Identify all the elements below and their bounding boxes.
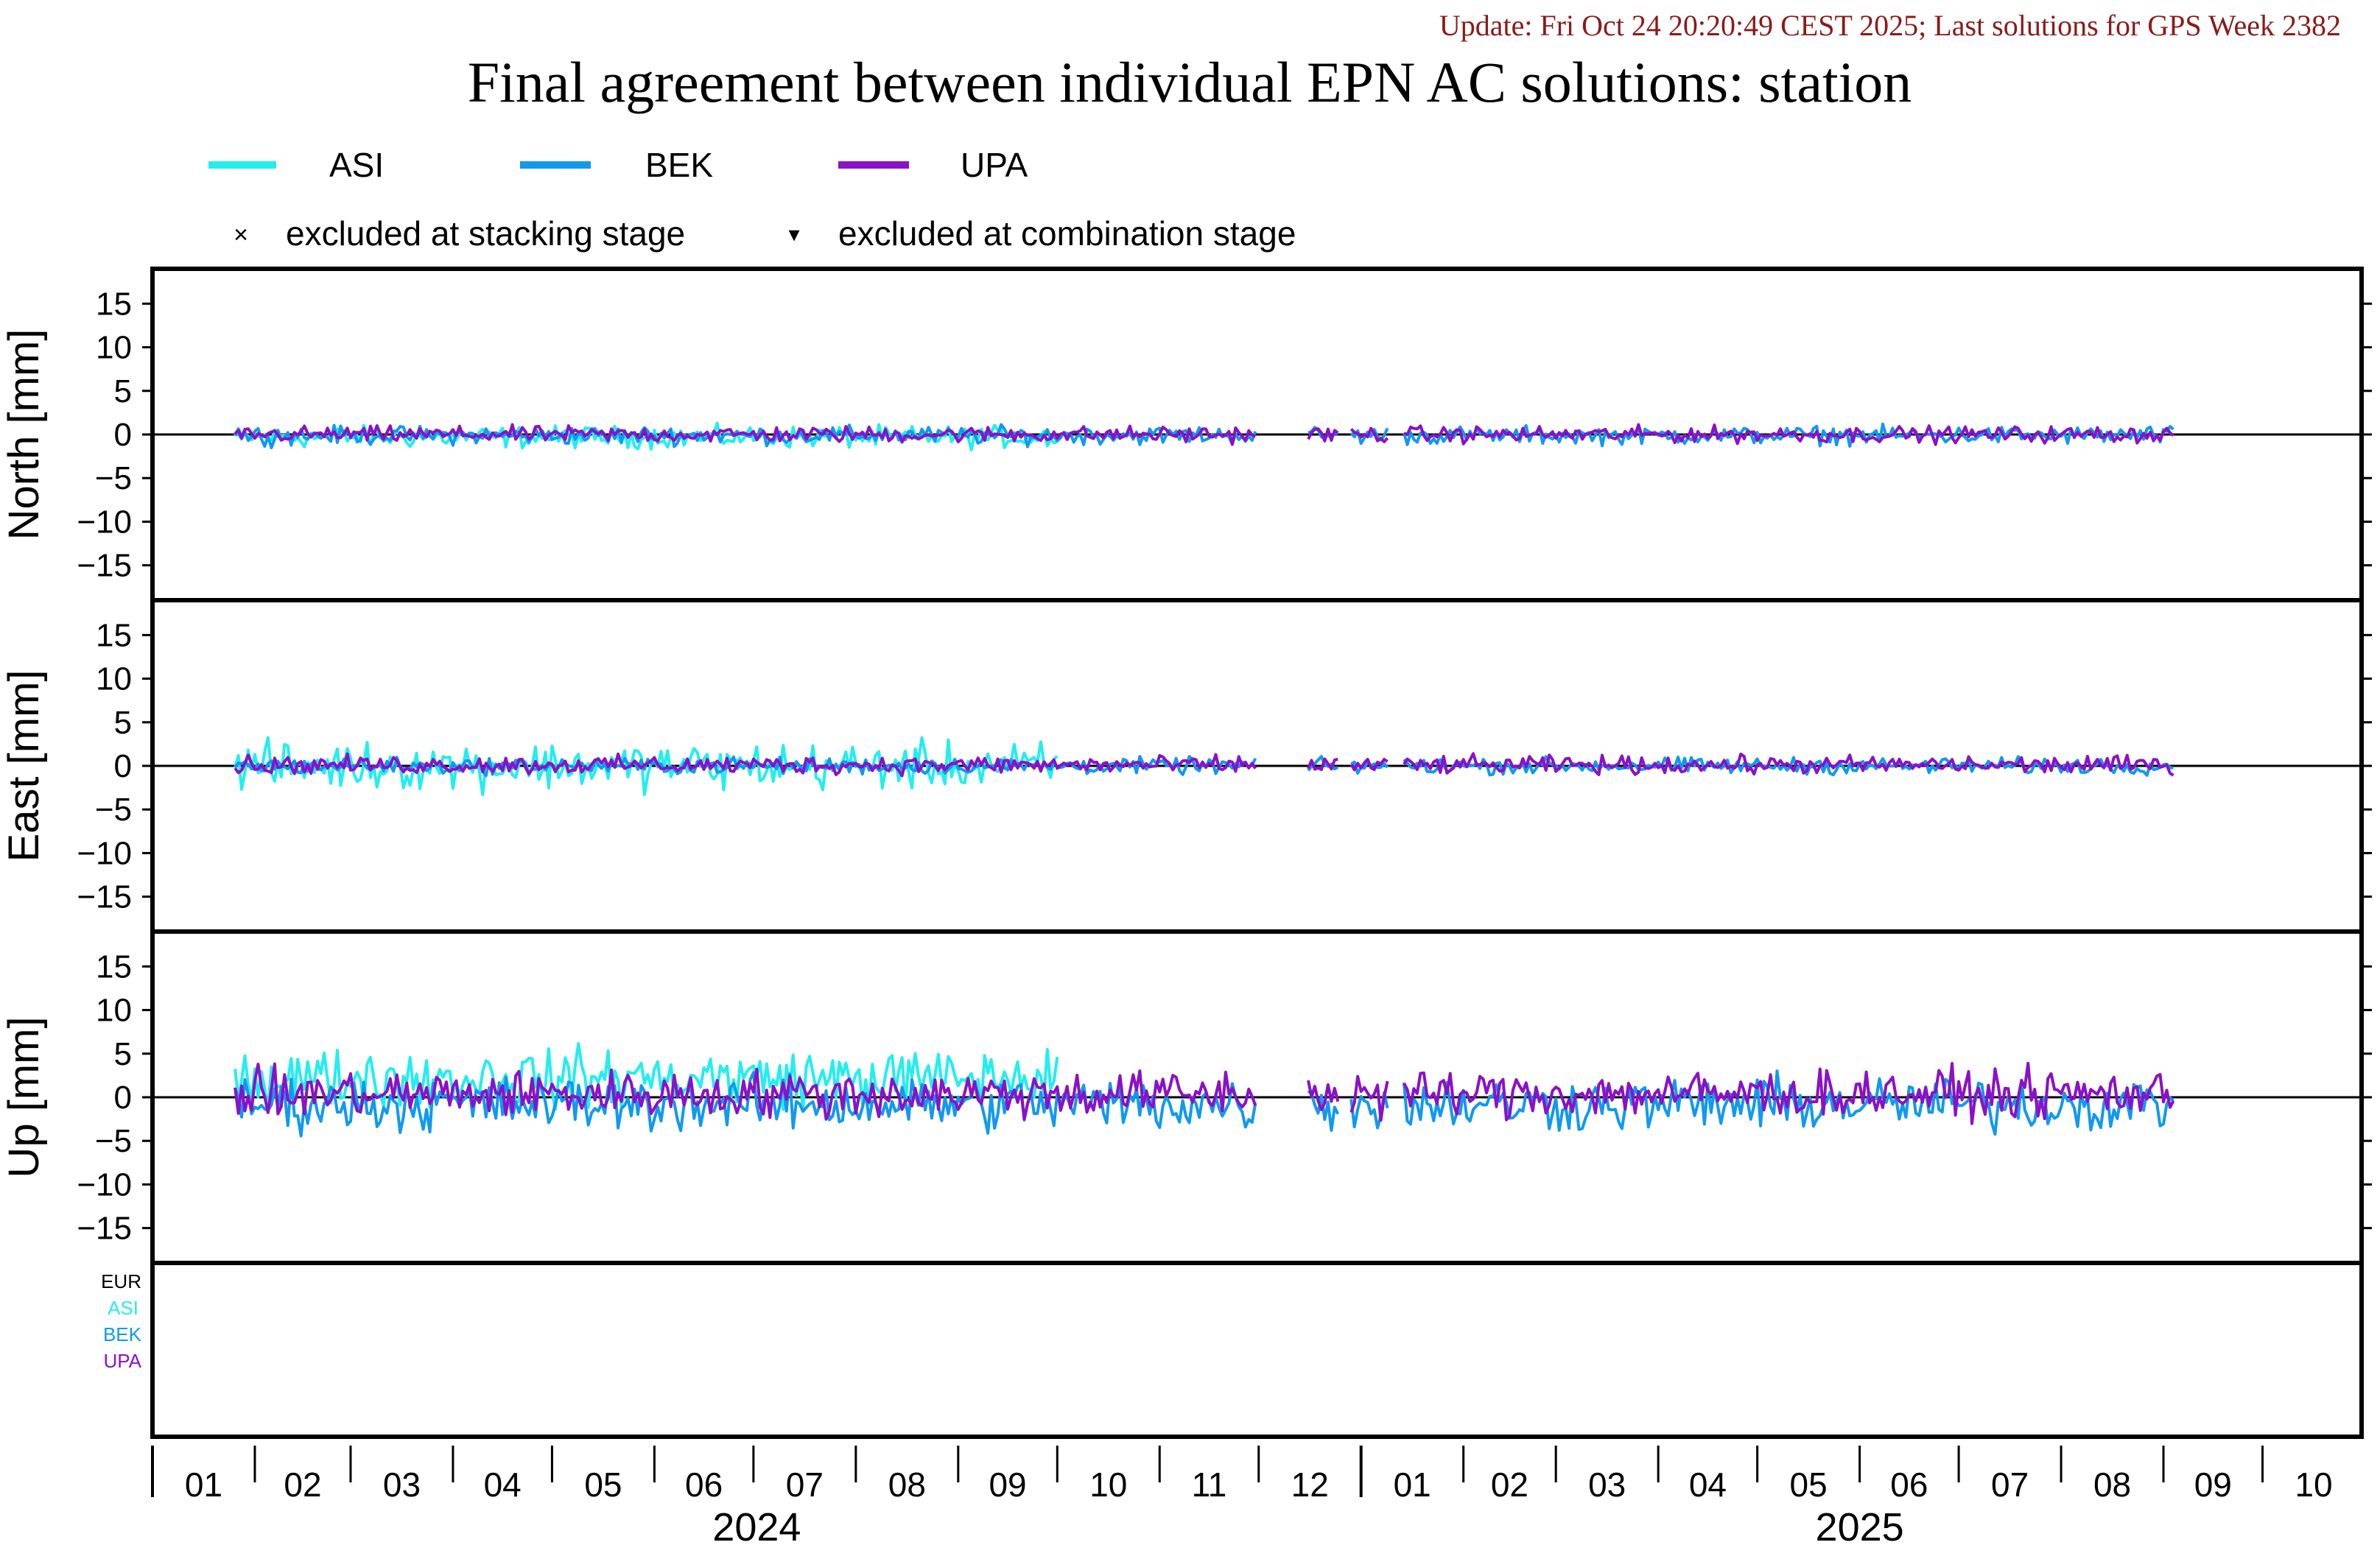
ac-list-bek: BEK: [103, 1323, 142, 1345]
y-axis-label: East [mm]: [0, 669, 48, 862]
ac-list-frame: [150, 1261, 2364, 1439]
series-line-upa: [234, 423, 2174, 446]
legend-label-bek: BEK: [645, 146, 713, 184]
x-month-label: 10: [1089, 1465, 1127, 1504]
x-month-label: 06: [685, 1465, 723, 1504]
ac-list-panel: EUR ASI BEK UPA: [101, 1261, 2364, 1439]
series-line-asi: [234, 736, 1059, 796]
x-month-label: 07: [1991, 1465, 2029, 1504]
y-tick-label: −10: [77, 835, 132, 871]
y-tick-label: −5: [95, 460, 132, 496]
x-year-label: 2024: [712, 1505, 801, 1545]
series-line-asi: [234, 1042, 1059, 1112]
y-tick-label: −15: [77, 548, 132, 584]
chart-title: Final agreement between individual EPN A…: [468, 50, 1912, 114]
x-axis: 01 02 03 04 05 06 07 08 09 10 11 12 01 02 03 04 05 06 07 08…: [151, 1446, 2333, 1545]
y-tick-label: 0: [114, 417, 132, 453]
y-tick-label: −10: [77, 1166, 132, 1203]
x-month-label: 04: [484, 1465, 522, 1504]
x-month-label: 04: [1689, 1465, 1727, 1504]
x-month-label: 05: [584, 1465, 622, 1504]
ac-list-upa: UPA: [103, 1350, 141, 1372]
panel-2: 15 10 5 0 −5 −10 −15 Up [mm]: [0, 929, 2372, 1265]
x-month-label: 03: [1588, 1465, 1626, 1504]
x-month-label: 03: [383, 1465, 421, 1504]
ac-list-eur: EUR: [101, 1270, 141, 1292]
y-axis-label: Up [mm]: [0, 1016, 48, 1178]
y-tick-label: 10: [96, 661, 132, 697]
legend-excluded-stacking: excluded at stacking stage: [286, 214, 685, 253]
y-tick-label: 5: [114, 705, 132, 741]
panel-0: 15 10 5 0 −5 −10 −15 North [mm]: [0, 267, 2372, 602]
y-tick-label: −10: [77, 504, 132, 540]
y-tick-label: −15: [77, 879, 132, 915]
y-tick-label: −15: [77, 1211, 132, 1247]
x-month-label: 12: [1291, 1465, 1329, 1504]
x-month-label: 09: [989, 1465, 1026, 1504]
y-tick-label: 10: [96, 330, 132, 366]
x-month-label: 01: [185, 1465, 222, 1504]
y-tick-label: −5: [95, 792, 132, 828]
y-tick-label: 0: [114, 1080, 132, 1116]
y-axis-label: North [mm]: [0, 329, 48, 541]
stacking-marker-icon: ×: [234, 221, 248, 249]
y-tick-label: −5: [95, 1123, 132, 1159]
y-tick-label: 15: [96, 286, 132, 322]
x-month-label: 10: [2295, 1465, 2332, 1504]
combination-marker-icon: ▾: [788, 222, 799, 247]
legend-excluded-combination: excluded at combination stage: [838, 214, 1296, 253]
x-month-label: 02: [284, 1465, 321, 1504]
y-tick-label: 0: [114, 748, 132, 784]
y-tick-label: 15: [96, 617, 132, 653]
ac-list-asi: ASI: [108, 1297, 138, 1319]
x-month-label: 08: [2093, 1465, 2131, 1504]
y-tick-label: 5: [114, 1036, 132, 1072]
legend-label-asi: ASI: [329, 146, 384, 184]
series-line-upa: [234, 1061, 2175, 1125]
x-year-label: 2025: [1816, 1505, 1904, 1545]
x-month-label: 01: [1394, 1465, 1431, 1504]
y-tick-label: 10: [96, 993, 132, 1029]
x-month-label: 11: [1192, 1465, 1227, 1504]
legend-label-upa: UPA: [961, 146, 1028, 184]
x-month-label: 02: [1491, 1465, 1528, 1504]
x-month-label: 09: [2194, 1465, 2232, 1504]
panel-1: 15 10 5 0 −5 −10 −15 East [mm]: [0, 598, 2372, 934]
y-tick-label: 15: [96, 949, 132, 985]
legend: ASI BEK UPA × excluded at stacking stage…: [208, 146, 1296, 253]
y-tick-label: 5: [114, 373, 132, 409]
x-month-label: 05: [1790, 1465, 1828, 1504]
x-month-label: 08: [888, 1465, 926, 1504]
x-month-label: 06: [1890, 1465, 1928, 1504]
series-line-upa: [234, 752, 2174, 778]
update-text: Update: Fri Oct 24 20:20:49 CEST 2025; L…: [1439, 9, 2341, 42]
x-month-label: 07: [786, 1465, 824, 1504]
